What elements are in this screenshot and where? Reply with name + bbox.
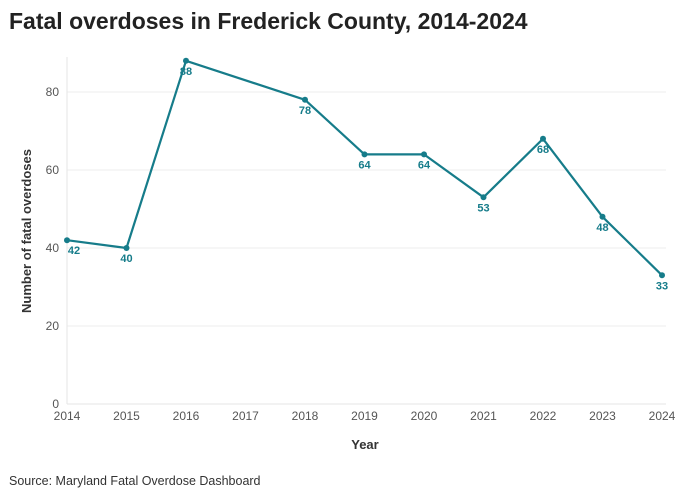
data-point <box>361 151 368 158</box>
y-tick-label: 0 <box>52 397 59 411</box>
data-point <box>659 272 665 279</box>
data-label: 64 <box>418 159 431 171</box>
x-tick-label: 2018 <box>292 409 319 423</box>
data-point <box>302 96 308 103</box>
y-tick-label: 20 <box>46 319 60 333</box>
x-tick-label: 2022 <box>530 409 557 423</box>
source-note: Source: Maryland Fatal Overdose Dashboar… <box>9 474 261 488</box>
data-label: 40 <box>120 253 132 265</box>
x-tick-label: 2023 <box>589 409 616 423</box>
data-label: 78 <box>299 105 311 117</box>
data-point <box>183 57 189 64</box>
y-tick-label: 80 <box>46 85 60 99</box>
data-label: 33 <box>656 280 668 292</box>
y-tick-label: 60 <box>46 163 60 177</box>
y-axis-label: Number of fatal overdoses <box>19 149 34 313</box>
data-point <box>540 135 546 142</box>
data-label: 68 <box>537 144 549 156</box>
chart-title: Fatal overdoses in Frederick County, 201… <box>9 8 528 34</box>
data-label: 42 <box>68 245 80 257</box>
x-tick-label: 2014 <box>54 409 81 423</box>
y-tick-label: 40 <box>46 241 60 255</box>
data-label: 88 <box>180 66 192 78</box>
x-tick-label: 2019 <box>351 409 378 423</box>
x-axis-label: Year <box>351 437 378 452</box>
data-point <box>64 237 70 244</box>
data-point <box>123 245 130 251</box>
data-point <box>421 151 427 158</box>
data-point <box>599 213 606 220</box>
x-tick-label: 2024 <box>649 409 676 423</box>
data-point <box>480 194 487 201</box>
x-tick-label: 2017 <box>232 409 259 423</box>
x-tick-label: 2020 <box>411 409 438 423</box>
x-tick-label: 2015 <box>113 409 140 423</box>
series-line <box>66 59 663 277</box>
data-label: 53 <box>477 202 489 214</box>
x-tick-label: 2021 <box>470 409 497 423</box>
data-label: 48 <box>596 222 608 234</box>
data-label: 64 <box>358 159 371 171</box>
x-tick-label: 2016 <box>173 409 200 423</box>
